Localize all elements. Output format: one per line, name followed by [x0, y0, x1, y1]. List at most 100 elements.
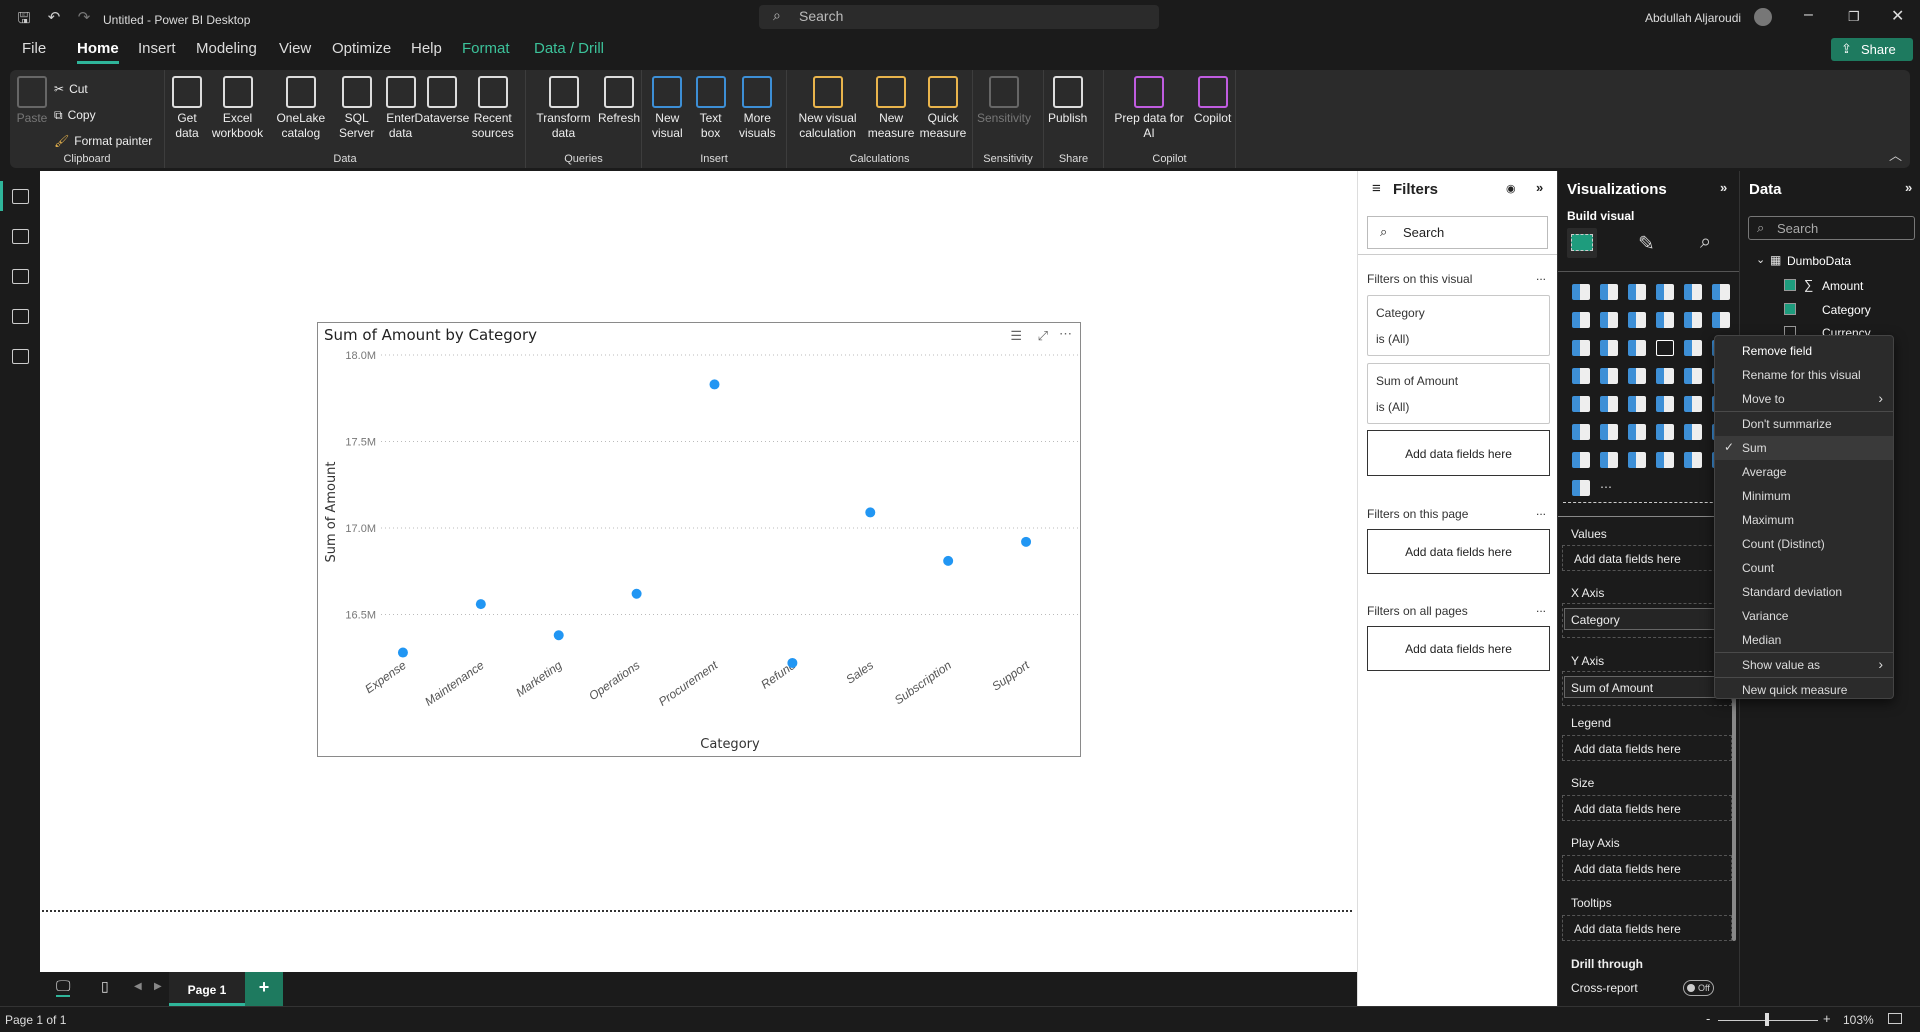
zoom-slider-thumb[interactable]: [1765, 1013, 1769, 1026]
legend-dropzone[interactable]: Add data fields here: [1562, 735, 1732, 761]
more-icon[interactable]: ...: [1536, 504, 1547, 518]
transform-data-button[interactable]: Transform data: [530, 76, 597, 168]
redo-icon[interactable]: ↷: [77, 9, 91, 26]
data-point-sales[interactable]: [865, 507, 876, 518]
button-slicer-visual-icon[interactable]: [1628, 452, 1646, 468]
x-axis-field[interactable]: Category⌄: [1564, 608, 1730, 630]
treemap-visual-icon[interactable]: [1572, 368, 1590, 384]
scatter-visual[interactable]: Sum of Amount by Category ☰ ⤢ ⋯: [317, 322, 1081, 757]
line-clustered-visual-icon[interactable]: [1712, 312, 1730, 328]
menu-item-rename-for-this-visual[interactable]: Rename for this visual: [1715, 363, 1893, 387]
smart-narrative-visual-icon[interactable]: [1572, 452, 1590, 468]
menu-item-move-to[interactable]: Move to ›: [1715, 387, 1893, 411]
tab-help[interactable]: Help: [411, 40, 442, 57]
scrollbar[interactable]: [1732, 671, 1736, 941]
power-automate-2-visual-icon[interactable]: [1572, 480, 1590, 496]
amount-checkbox[interactable]: [1784, 279, 1796, 291]
data-point-expense[interactable]: [397, 647, 408, 658]
more-visual-icon[interactable]: ⋯: [1600, 480, 1612, 494]
dax-query-view-icon[interactable]: [12, 309, 29, 324]
matrix-visual-icon[interactable]: [1656, 396, 1674, 412]
undo-icon[interactable]: ↶: [47, 9, 61, 26]
quick-measure-button[interactable]: Quick measure: [918, 76, 968, 168]
kpi-visual-icon[interactable]: [1572, 396, 1590, 412]
report-canvas[interactable]: [40, 171, 1357, 972]
menu-item-don-t-summarize[interactable]: Don't summarize: [1715, 412, 1893, 436]
fit-to-page-icon[interactable]: [1888, 1013, 1902, 1024]
refresh-button[interactable]: Refresh: [598, 76, 640, 168]
collapse-data-icon[interactable]: »: [1905, 180, 1913, 195]
copy-button[interactable]: ⧉ Copy: [54, 102, 152, 128]
filled-map-visual-icon[interactable]: [1628, 368, 1646, 384]
qa-visual-icon[interactable]: [1628, 424, 1646, 440]
y-axis-field[interactable]: Sum of Amount⌄: [1564, 676, 1730, 698]
add-all-pages-filter-dropzone[interactable]: Add data fields here: [1367, 626, 1550, 671]
line-column-visual-icon[interactable]: [1684, 312, 1702, 328]
onelake-catalog-button[interactable]: OneLake catalog: [270, 76, 332, 168]
pie-visual-icon[interactable]: [1684, 340, 1702, 356]
stacked-column-visual-icon[interactable]: [1600, 284, 1618, 300]
key-influencers-visual-icon[interactable]: [1572, 424, 1590, 440]
copilot-button[interactable]: Copilot: [1194, 76, 1231, 168]
search-input[interactable]: ⌕ Search: [759, 5, 1159, 29]
tab-format[interactable]: Format: [462, 40, 510, 57]
area-visual-icon[interactable]: [1600, 312, 1618, 328]
image-visual-icon[interactable]: [1656, 452, 1674, 468]
data-point-subscription[interactable]: [943, 555, 954, 566]
data-point-refund[interactable]: [787, 657, 798, 668]
data-search-input[interactable]: ⌕ Search: [1748, 216, 1915, 240]
cut-button[interactable]: ✂ Cut: [54, 76, 152, 102]
eye-icon[interactable]: ◉: [1506, 183, 1516, 195]
menu-item-minimum[interactable]: Minimum: [1715, 484, 1893, 508]
data-point-procurement[interactable]: [709, 379, 720, 390]
slicer-visual-icon[interactable]: [1600, 396, 1618, 412]
enter-data-button[interactable]: Enter data: [382, 76, 420, 168]
minimize-icon[interactable]: –: [1804, 6, 1813, 23]
menu-item-sum[interactable]: Sum ✓: [1715, 436, 1893, 460]
ribbon-visual-icon[interactable]: [1572, 340, 1590, 356]
tab-data-drill[interactable]: Data / Drill: [534, 40, 605, 57]
menu-item-variance[interactable]: Variance: [1715, 604, 1893, 628]
text-box-button[interactable]: Text box: [693, 76, 729, 168]
size-dropzone[interactable]: Add data fields here: [1562, 795, 1732, 821]
excel-workbook-button[interactable]: Excel workbook: [209, 76, 266, 168]
cross-report-toggle[interactable]: Off: [1683, 980, 1714, 996]
tab-file[interactable]: File: [22, 40, 47, 57]
new-measure-button[interactable]: New measure: [868, 76, 914, 168]
waterfall-visual-icon[interactable]: [1600, 340, 1618, 356]
recent-sources-button[interactable]: Recent sources: [464, 76, 521, 168]
field-category[interactable]: Category: [1822, 303, 1871, 317]
zoom-out-icon[interactable]: -: [1706, 1011, 1711, 1026]
more-icon[interactable]: ...: [1536, 269, 1547, 283]
paginated-visual-icon[interactable]: [1656, 424, 1674, 440]
report-view-icon[interactable]: [12, 189, 29, 204]
field-currency[interactable]: Currency: [1822, 326, 1871, 335]
data-point-support[interactable]: [1021, 536, 1032, 547]
next-page-icon[interactable]: ▶: [154, 981, 162, 992]
sql-server-button[interactable]: SQL Server: [336, 76, 378, 168]
format-painter-button[interactable]: 🖌 Format painter: [54, 128, 152, 154]
collapse-viz-icon[interactable]: »: [1720, 180, 1728, 195]
menu-item-maximum[interactable]: Maximum: [1715, 508, 1893, 532]
collapse-ribbon-icon[interactable]: ︿: [1888, 148, 1902, 163]
menu-item-show-value-as[interactable]: Show value as ›: [1715, 653, 1893, 677]
tab-modeling[interactable]: Modeling: [196, 40, 257, 57]
gauge-visual-icon[interactable]: [1684, 368, 1702, 384]
values-dropzone[interactable]: Add data fields here: [1562, 545, 1732, 571]
scatter-visual-icon[interactable]: [1656, 340, 1674, 356]
menu-item-new-quick-measure[interactable]: New quick measure: [1715, 678, 1893, 702]
tooltips-dropzone[interactable]: Add data fields here: [1562, 915, 1732, 941]
decomposition-tree-visual-icon[interactable]: [1600, 424, 1618, 440]
zoom-in-icon[interactable]: +: [1823, 1011, 1831, 1026]
power-automate-visual-icon[interactable]: [1684, 452, 1702, 468]
prep-data-for-ai-button[interactable]: Prep data for AI: [1108, 76, 1190, 168]
menu-item-count[interactable]: Count: [1715, 556, 1893, 580]
tmdl-view-icon[interactable]: [12, 349, 29, 364]
stacked-bar-visual-icon[interactable]: [1572, 284, 1590, 300]
more-icon[interactable]: ...: [1536, 601, 1547, 615]
filters-search-input[interactable]: ⌕ Search: [1367, 216, 1548, 249]
clustered-bar-visual-icon[interactable]: [1628, 284, 1646, 300]
more-options-icon[interactable]: ⋯: [1059, 326, 1072, 341]
collapse-filters-icon[interactable]: »: [1536, 180, 1544, 195]
azure-map-visual-icon[interactable]: [1656, 368, 1674, 384]
